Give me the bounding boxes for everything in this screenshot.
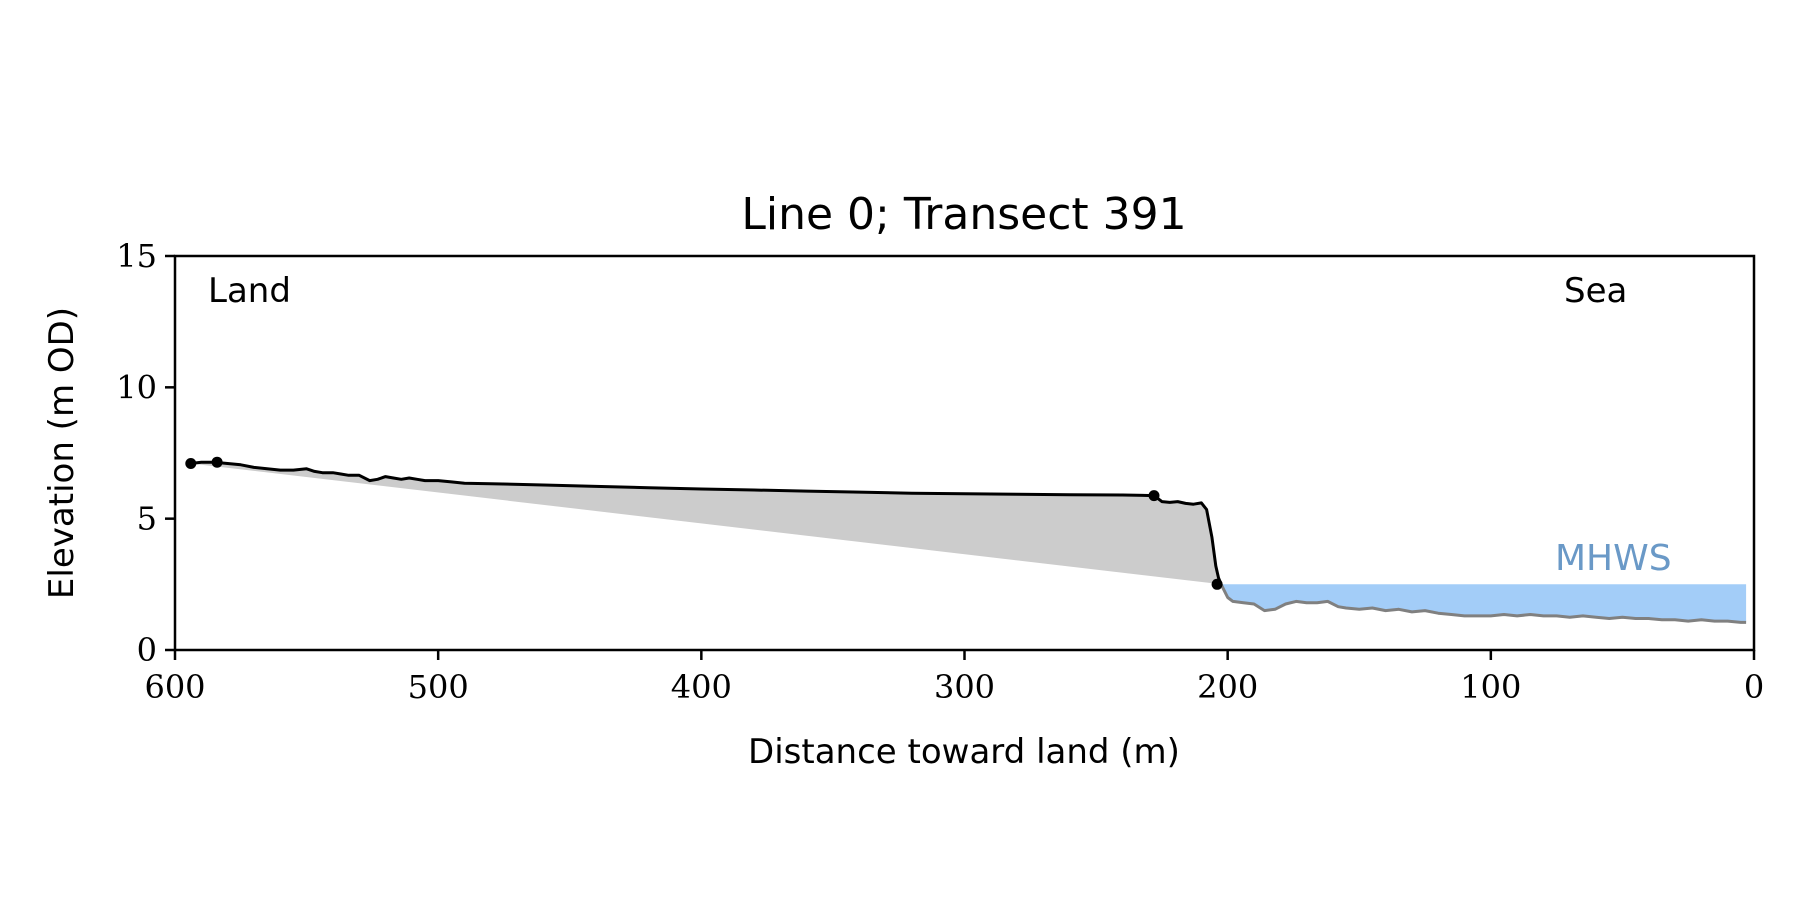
profile-line [190,460,1223,585]
mhws-annotation: MHWS [1555,538,1672,579]
x-tick-label: 300 [934,668,995,706]
profile-marker [1211,578,1223,590]
axis-ticks: 600 500 400 300 200 100 0 0 5 10 15 [116,237,1764,706]
x-tick-label: 200 [1197,668,1258,706]
foreshore-line [1219,583,1747,624]
x-tick-label: 400 [671,668,732,706]
mhws-fill [1221,584,1747,623]
x-tick-label: 600 [144,668,205,706]
x-tick-label: 500 [408,668,469,706]
x-axis-label: Distance toward land (m) [748,732,1180,772]
y-axis-label: Elevation (m OD) [42,307,82,599]
y-tick-label: 15 [116,237,157,275]
plot-area [185,456,1747,624]
x-tick-label: 100 [1460,668,1521,706]
profile-marker [1148,490,1160,502]
y-tick-label: 0 [137,631,157,669]
y-tick-label: 5 [137,500,157,538]
volume-fill [190,462,1222,585]
y-tick-label: 10 [116,368,157,406]
chart-title: Line 0; Transect 391 [741,189,1186,240]
profile-marker [185,458,197,469]
x-tick-label: 0 [1744,668,1764,706]
land-annotation: Land [208,271,291,311]
sea-annotation: Sea [1564,271,1627,311]
profile-marker [211,456,223,468]
